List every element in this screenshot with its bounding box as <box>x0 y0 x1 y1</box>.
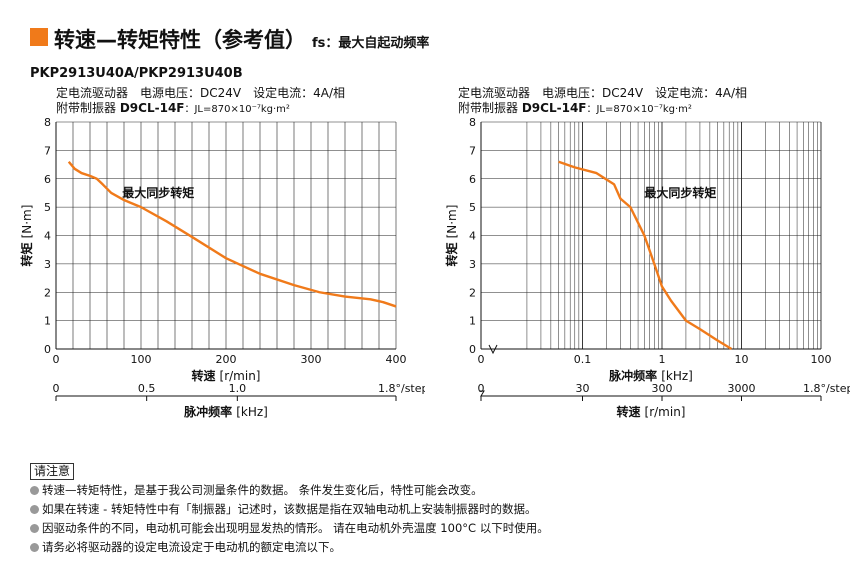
y-axis-label: 转矩 [N·m] <box>444 205 459 267</box>
note-item: 转速—转矩特性，是基于我公司测量条件的数据。 条件发生变化后，特性可能会改变。 <box>30 481 549 500</box>
y-axis-label-text: 转矩 <box>19 242 34 266</box>
secondary-tick-label: 1.0 <box>229 382 247 395</box>
secondary-axis-label: 转速 [r/min] <box>617 404 686 419</box>
x-tick-label: 200 <box>216 353 237 366</box>
damper-label: 附带制振器 <box>56 101 117 115</box>
axis-break-icon <box>479 390 487 397</box>
y-tick-label: 2 <box>44 286 51 299</box>
secondary-tick-label: 0 <box>478 382 485 395</box>
model-name: PKP2913U40A/PKP2913U40B <box>30 66 243 81</box>
y-tick-label: 3 <box>469 258 476 271</box>
conditions-line1: 定电流驱动器 电源电压：DC24V 设定电流：4A/相 <box>458 86 747 100</box>
x-tick-label: 1 <box>659 353 666 366</box>
notes-heading: 请注意 <box>30 463 75 480</box>
x-axis-label-text: 转速 <box>192 368 216 383</box>
page-title: 转速—转矩特性（参考值） fs：最大自起动频率 <box>54 24 429 54</box>
y-tick-label: 5 <box>469 201 476 214</box>
x-axis-label-unit: [r/min] <box>220 369 261 383</box>
y-axis-label-unit: [N·m] <box>445 205 459 239</box>
y-axis-label: 转矩 [N·m] <box>19 205 34 267</box>
secondary-tick-label: 30 <box>576 382 590 395</box>
x-tick-label: 0 <box>53 353 60 366</box>
damper-label: 附带制振器 <box>458 101 519 115</box>
y-tick-label: 3 <box>44 258 51 271</box>
bullet-icon <box>30 524 39 533</box>
inertia-value: ：JL=870×10⁻⁷kg·m² <box>586 104 692 115</box>
axis-break-icon <box>488 344 498 355</box>
x-tick-label: 0.1 <box>574 353 592 366</box>
conditions-line2: 附带制振器 D9CL-14F：JL=870×10⁻⁷kg·m² <box>56 101 345 117</box>
y-tick-label: 1 <box>44 315 51 328</box>
y-tick-label: 6 <box>469 173 476 186</box>
conditions-line1: 定电流驱动器 电源电压：DC24V 设定电流：4A/相 <box>56 86 345 100</box>
chart-right: 0 1 2 3 4 5 6 7 8 0 0.1 1 10 100 脉冲频率 [kHz] 转矩 [N·m] 最大同步转… <box>444 116 850 419</box>
secondary-axis-label-unit: [kHz] <box>236 405 268 419</box>
title-text: 转速—转矩特性（参考值） <box>54 28 306 52</box>
conditions-right: 定电流驱动器 电源电压：DC24V 设定电流：4A/相 附带制振器 D9CL-1… <box>458 86 747 117</box>
secondary-tick-label: 300 <box>652 382 673 395</box>
chart-left: 0 1 2 3 4 5 6 7 8 0 100 200 300 400 转速 [r/min] 转矩 [N·m] 最大… <box>19 116 425 419</box>
note-item: 请务必将驱动器的设定电流设定于电动机的额定电流以下。 <box>30 538 549 557</box>
secondary-axis-label-text: 脉冲频率 <box>183 404 232 419</box>
y-axis-label-unit: [N·m] <box>20 205 34 239</box>
series-label: 最大同步转矩 <box>644 185 716 200</box>
x-tick-label: 10 <box>735 353 749 366</box>
x-tick-label: 100 <box>131 353 152 366</box>
plot-area: 0 1 2 3 4 5 6 7 8 0 0.1 1 10 100 脉冲频率 [kHz] 转矩 [N·m] 最大同步转… <box>444 116 850 419</box>
bullet-icon <box>30 486 39 495</box>
conditions-line2: 附带制振器 D9CL-14F：JL=870×10⁻⁷kg·m² <box>458 101 747 117</box>
y-axis-label-text: 转矩 <box>444 242 459 266</box>
note-item: 因驱动条件的不同，电动机可能会出现明显发热的情形。 请在电动机外壳温度 100°… <box>30 519 549 538</box>
damper-model: D9CL-14F <box>521 101 587 115</box>
y-tick-label: 0 <box>44 343 51 356</box>
y-tick-label: 2 <box>469 286 476 299</box>
secondary-tick-label: 1.8°/step <box>378 382 425 395</box>
x-axis-label: 脉冲频率 [kHz] <box>608 368 693 383</box>
x-tick-label: 400 <box>386 353 407 366</box>
x-tick-label: 0 <box>478 353 485 366</box>
notes-section: 请注意 转速—转矩特性，是基于我公司测量条件的数据。 条件发生变化后，特性可能会… <box>30 462 549 557</box>
y-tick-label: 6 <box>44 173 51 186</box>
y-tick-label: 5 <box>44 201 51 214</box>
secondary-axis-label-unit: [r/min] <box>645 405 686 419</box>
x-tick-label: 100 <box>811 353 832 366</box>
inertia-value: ：JL=870×10⁻⁷kg·m² <box>184 104 290 115</box>
note-item: 如果在转速 - 转矩特性中有「制振器」记述时，该数据是指在双轴电动机上安装制振器… <box>30 500 549 519</box>
x-axis-label: 转速 [r/min] <box>192 368 261 383</box>
y-tick-label: 4 <box>44 230 51 243</box>
x-axis-label-text: 脉冲频率 <box>608 368 657 383</box>
series-line <box>558 160 733 351</box>
series-line <box>67 160 397 308</box>
secondary-axis-label-text: 转速 <box>617 404 641 419</box>
damper-model: D9CL-14F <box>119 101 185 115</box>
bullet-icon <box>30 543 39 552</box>
y-tick-label: 7 <box>44 144 51 157</box>
title-accent-block <box>30 28 48 46</box>
y-tick-label: 0 <box>469 343 476 356</box>
y-tick-label: 8 <box>469 116 476 129</box>
y-tick-label: 1 <box>469 315 476 328</box>
secondary-tick-label: 0.5 <box>138 382 156 395</box>
x-axis-label-unit: [kHz] <box>661 369 693 383</box>
x-tick-label: 300 <box>301 353 322 366</box>
y-tick-label: 7 <box>469 144 476 157</box>
plot-area: 0 1 2 3 4 5 6 7 8 0 100 200 300 400 转速 [r/min] 转矩 [N·m] 最大… <box>19 116 425 419</box>
y-tick-label: 4 <box>469 230 476 243</box>
secondary-tick-label: 3000 <box>728 382 756 395</box>
title-subtitle: fs：最大自起动频率 <box>312 36 430 51</box>
bullet-icon <box>30 505 39 514</box>
y-tick-label: 8 <box>44 116 51 129</box>
secondary-axis-label: 脉冲频率 [kHz] <box>183 404 268 419</box>
secondary-tick-label: 0 <box>53 382 60 395</box>
conditions-left: 定电流驱动器 电源电压：DC24V 设定电流：4A/相 附带制振器 D9CL-1… <box>56 86 345 117</box>
secondary-tick-label: 1.8°/step <box>803 382 850 395</box>
series-label: 最大同步转矩 <box>122 185 194 200</box>
